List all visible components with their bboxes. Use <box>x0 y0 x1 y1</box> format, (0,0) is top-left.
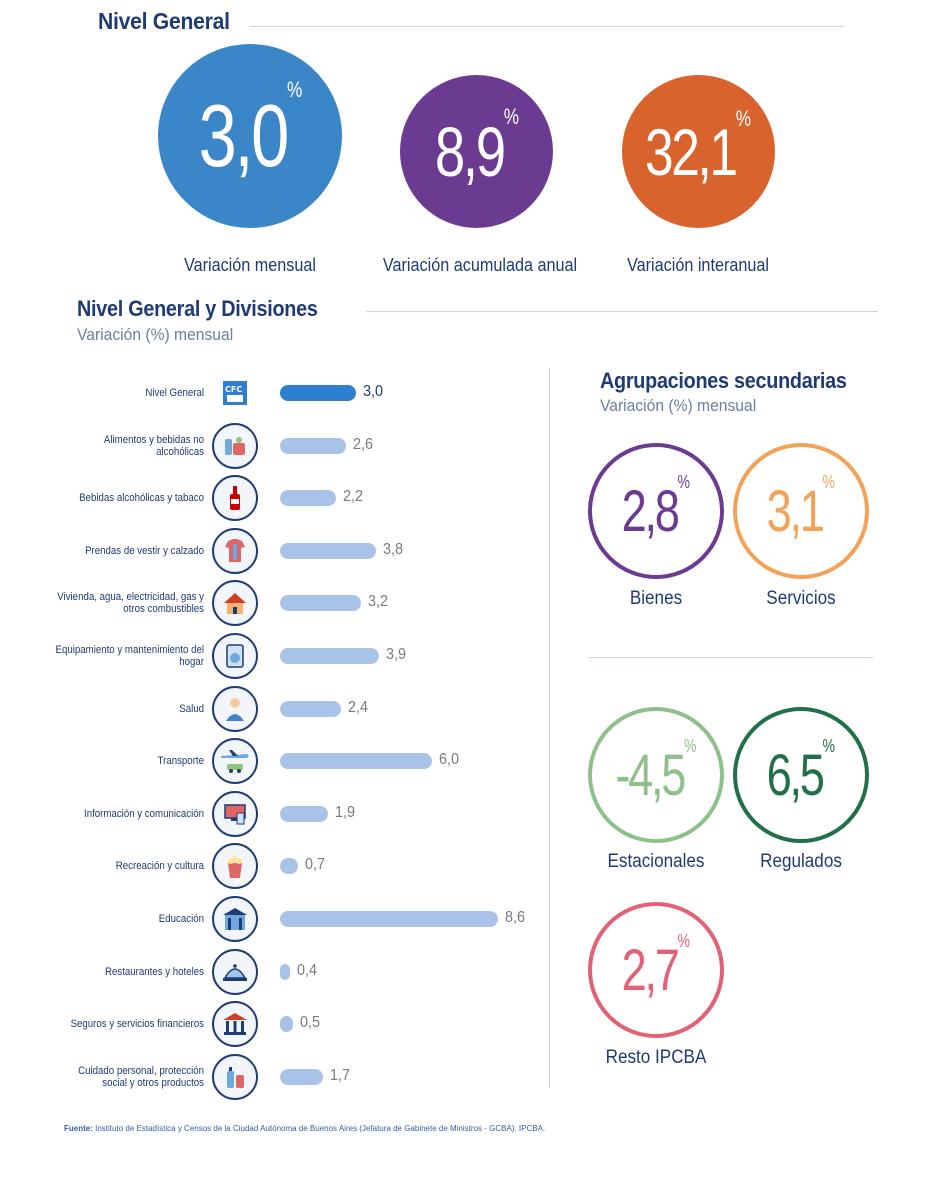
rest-ipcba-ring: 2,7% <box>588 902 724 1038</box>
interannual-value: 32,1% <box>645 105 752 189</box>
division-label: Salud <box>179 702 204 715</box>
division-label: Transporte <box>157 755 204 768</box>
monthly-variation-circle: 3,0% <box>158 44 342 228</box>
personal-care-icon <box>212 1053 258 1100</box>
division-bar <box>280 805 329 822</box>
regulated-ring: 6,5% <box>733 707 869 843</box>
rest-ipcba-value: 2,7% <box>621 930 691 1003</box>
goods-value: 2,8% <box>621 471 691 544</box>
annual-accumulated-label: Variación acumulada anual <box>382 255 578 275</box>
services-ring: 3,1% <box>733 443 869 579</box>
rest-ipcba-label: Resto IPCBA <box>605 1047 707 1068</box>
svg-text:CFC: CFC <box>225 385 242 394</box>
division-bar <box>280 858 298 875</box>
secondary-title: Agrupaciones secundarias <box>600 368 847 393</box>
annual-accumulated-value: 8,9% <box>434 103 519 191</box>
groceries-icon <box>212 422 258 469</box>
division-bar <box>280 1068 324 1085</box>
regulated-value: 6,5% <box>766 735 836 808</box>
division-value: 8,6 <box>505 909 526 926</box>
seasonal-ring: -4,5% <box>588 707 724 843</box>
division-label: Restaurantes y hoteles <box>104 965 204 978</box>
bank-icon <box>212 1001 258 1048</box>
title-divider <box>250 26 844 27</box>
monthly-variation-value: 3,0% <box>198 77 302 185</box>
house-icon <box>212 580 258 627</box>
division-value: 0,7 <box>304 856 325 874</box>
division-value: 6,0 <box>439 751 460 769</box>
wine-bottle-icon <box>212 475 258 522</box>
division-label: Nivel General <box>145 387 204 399</box>
computer-icon <box>212 790 258 837</box>
monthly-variation-label: Variación mensual <box>183 255 317 275</box>
division-value: 0,5 <box>299 1014 320 1032</box>
airplane-car-icon <box>212 738 258 785</box>
division-label: Cuidado personal, protección social y ot… <box>78 1064 204 1089</box>
division-value: 0,4 <box>297 961 318 979</box>
division-bar <box>280 595 362 612</box>
division-label: Vivienda, agua, electricidad, gas y otro… <box>57 591 204 616</box>
division-bar <box>280 490 336 507</box>
secondary-divider <box>588 657 873 658</box>
annual-accumulated-circle: 8,9% <box>400 75 553 228</box>
school-building-icon <box>212 896 258 942</box>
regulated-label: Regulados <box>760 851 842 872</box>
division-label: Equipamiento y mantenimiento del hogar <box>55 644 205 668</box>
division-value: 2,4 <box>347 698 368 716</box>
division-bar <box>280 385 357 401</box>
divisions-title: Nivel General y Divisiones <box>77 296 318 321</box>
division-value: 1,7 <box>330 1066 351 1084</box>
division-bar <box>280 911 498 927</box>
division-value: 3,8 <box>383 540 404 558</box>
divisions-subtitle: Variación (%) mensual <box>77 325 234 344</box>
ipcba-logo-icon: CFC <box>212 370 258 416</box>
division-value: 3,0 <box>363 383 384 400</box>
division-bar <box>280 963 291 980</box>
division-label: Bebidas alcohólicas y tabaco <box>79 492 204 505</box>
division-label: Seguros y servicios financieros <box>70 1018 204 1031</box>
seasonal-label: Estacionales <box>607 851 705 872</box>
goods-ring: 2,8% <box>588 443 724 579</box>
services-value: 3,1% <box>766 471 836 544</box>
doctor-icon <box>212 685 258 732</box>
division-value: 3,9 <box>385 646 406 663</box>
division-bar <box>280 753 433 770</box>
division-label: Recreación y cultura <box>115 860 204 873</box>
column-divider <box>549 368 550 1088</box>
division-bar <box>280 700 341 717</box>
division-label: Educación <box>158 913 204 925</box>
clothing-icon <box>212 527 258 574</box>
cloche-icon <box>212 948 258 995</box>
division-value: 2,6 <box>352 435 373 453</box>
division-value: 3,2 <box>368 593 389 611</box>
division-bar <box>280 437 346 454</box>
goods-label: Bienes <box>629 588 683 609</box>
popcorn-icon <box>212 843 258 890</box>
division-value: 2,2 <box>342 488 363 506</box>
division-label: Alimentos y bebidas no alcohólicas <box>103 433 204 458</box>
division-label: Información y comunicación <box>84 807 204 820</box>
division-value: 1,9 <box>335 803 356 821</box>
page-title: Nivel General <box>98 8 230 34</box>
seasonal-value: -4,5% <box>615 735 697 808</box>
washing-machine-icon <box>212 633 258 679</box>
interannual-label: Variación interanual <box>626 255 769 275</box>
division-bar <box>280 542 377 559</box>
divisions-divider <box>366 311 878 312</box>
interannual-circle: 32,1% <box>622 75 775 228</box>
division-bar <box>280 648 379 664</box>
secondary-subtitle: Variación (%) mensual <box>600 396 757 415</box>
services-label: Servicios <box>766 588 836 609</box>
source-note: Fuente: Instituto de Estadística y Censo… <box>64 1124 546 1133</box>
division-bar <box>280 1016 293 1033</box>
division-label: Prendas de vestir y calzado <box>85 544 204 557</box>
